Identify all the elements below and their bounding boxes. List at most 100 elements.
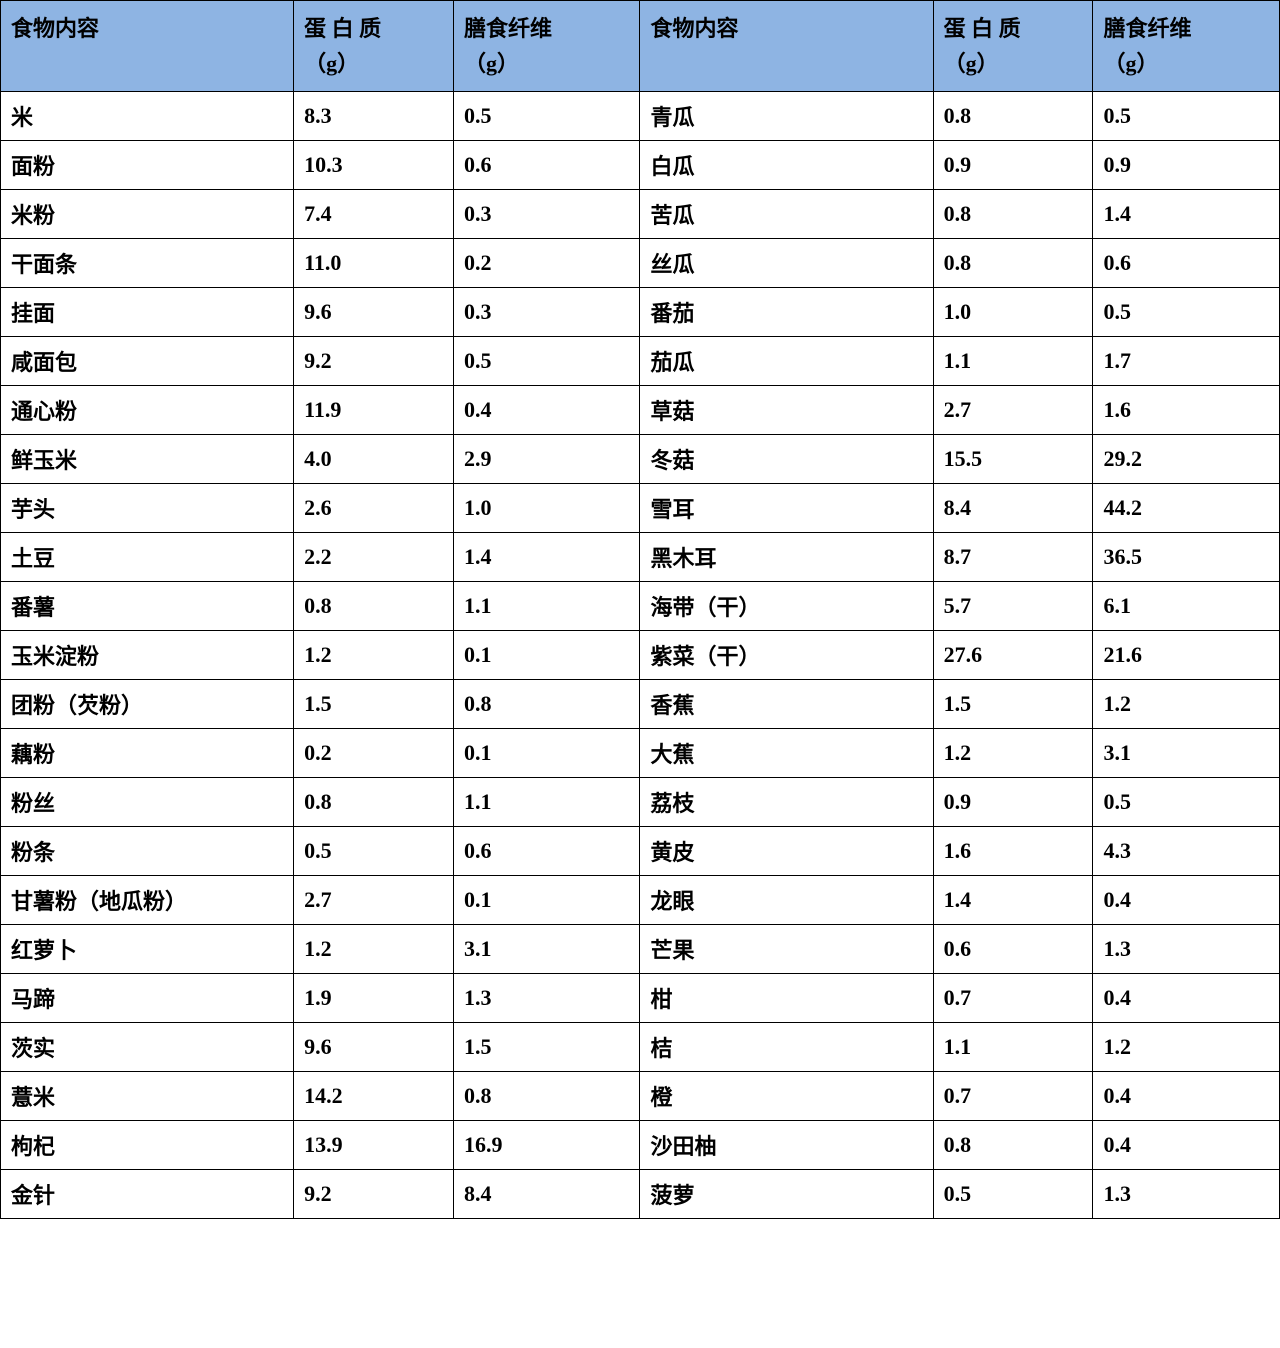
cell-food-left: 枸杞: [1, 1121, 294, 1170]
cell-protein-right: 0.8: [933, 190, 1093, 239]
table-row: 干面条11.00.2丝瓜0.80.6: [1, 239, 1280, 288]
cell-food-right: 草菇: [640, 386, 933, 435]
cell-food-left: 土豆: [1, 533, 294, 582]
cell-food-right: 芒果: [640, 925, 933, 974]
cell-food-left: 甘薯粉（地瓜粉）: [1, 876, 294, 925]
cell-food-left: 团粉（芡粉）: [1, 680, 294, 729]
cell-food-left: 粉丝: [1, 778, 294, 827]
cell-fiber-left: 0.1: [453, 876, 640, 925]
cell-fiber-left: 16.9: [453, 1121, 640, 1170]
table-row: 甘薯粉（地瓜粉）2.70.1龙眼1.40.4: [1, 876, 1280, 925]
cell-fiber-right: 44.2: [1093, 484, 1280, 533]
header-fiber-left: 膳食纤维 （g）: [453, 1, 640, 92]
cell-fiber-right: 1.3: [1093, 925, 1280, 974]
cell-fiber-left: 0.1: [453, 729, 640, 778]
cell-food-left: 番薯: [1, 582, 294, 631]
cell-fiber-right: 21.6: [1093, 631, 1280, 680]
cell-protein-right: 0.9: [933, 778, 1093, 827]
cell-protein-right: 27.6: [933, 631, 1093, 680]
cell-protein-right: 0.6: [933, 925, 1093, 974]
table-row: 薏米14.20.8橙0.70.4: [1, 1072, 1280, 1121]
cell-protein-right: 8.4: [933, 484, 1093, 533]
cell-fiber-right: 1.3: [1093, 1170, 1280, 1219]
cell-protein-right: 1.6: [933, 827, 1093, 876]
cell-food-left: 挂面: [1, 288, 294, 337]
cell-food-right: 黄皮: [640, 827, 933, 876]
cell-fiber-right: 0.4: [1093, 1121, 1280, 1170]
cell-fiber-right: 6.1: [1093, 582, 1280, 631]
cell-protein-left: 10.3: [294, 141, 454, 190]
cell-food-left: 薏米: [1, 1072, 294, 1121]
cell-food-right: 紫菜（干）: [640, 631, 933, 680]
cell-fiber-left: 3.1: [453, 925, 640, 974]
header-fiber-right: 膳食纤维 （g）: [1093, 1, 1280, 92]
header-row: 食物内容 蛋 白 质 （g） 膳食纤维 （g） 食物内容 蛋 白 质 （g） 膳…: [1, 1, 1280, 92]
cell-fiber-right: 1.6: [1093, 386, 1280, 435]
cell-protein-left: 11.0: [294, 239, 454, 288]
cell-food-right: 白瓜: [640, 141, 933, 190]
cell-protein-left: 0.8: [294, 778, 454, 827]
header-protein-right: 蛋 白 质 （g）: [933, 1, 1093, 92]
cell-fiber-left: 1.3: [453, 974, 640, 1023]
cell-fiber-right: 3.1: [1093, 729, 1280, 778]
cell-food-right: 桔: [640, 1023, 933, 1072]
cell-protein-left: 9.6: [294, 1023, 454, 1072]
cell-food-left: 米: [1, 92, 294, 141]
cell-fiber-left: 8.4: [453, 1170, 640, 1219]
cell-food-left: 米粉: [1, 190, 294, 239]
table-row: 茨实9.61.5桔1.11.2: [1, 1023, 1280, 1072]
table-row: 面粉10.30.6白瓜0.90.9: [1, 141, 1280, 190]
table-row: 土豆2.21.4黑木耳8.736.5: [1, 533, 1280, 582]
header-food-right: 食物内容: [640, 1, 933, 92]
cell-protein-right: 8.7: [933, 533, 1093, 582]
cell-protein-left: 0.2: [294, 729, 454, 778]
cell-fiber-left: 0.6: [453, 141, 640, 190]
cell-food-right: 大蕉: [640, 729, 933, 778]
cell-protein-right: 0.5: [933, 1170, 1093, 1219]
cell-fiber-right: 0.5: [1093, 92, 1280, 141]
cell-fiber-left: 0.5: [453, 337, 640, 386]
cell-protein-left: 4.0: [294, 435, 454, 484]
table-body: 米8.30.5青瓜0.80.5面粉10.30.6白瓜0.90.9米粉7.40.3…: [1, 92, 1280, 1219]
cell-food-right: 茄瓜: [640, 337, 933, 386]
table-row: 番薯0.81.1海带（干）5.76.1: [1, 582, 1280, 631]
cell-protein-left: 1.2: [294, 925, 454, 974]
cell-food-right: 荔枝: [640, 778, 933, 827]
cell-food-right: 菠萝: [640, 1170, 933, 1219]
cell-food-left: 咸面包: [1, 337, 294, 386]
table-row: 玉米淀粉1.20.1紫菜（干）27.621.6: [1, 631, 1280, 680]
cell-food-left: 粉条: [1, 827, 294, 876]
cell-food-left: 金针: [1, 1170, 294, 1219]
cell-protein-right: 0.7: [933, 1072, 1093, 1121]
cell-protein-left: 0.5: [294, 827, 454, 876]
cell-food-right: 雪耳: [640, 484, 933, 533]
table-row: 米8.30.5青瓜0.80.5: [1, 92, 1280, 141]
cell-fiber-left: 0.3: [453, 190, 640, 239]
cell-fiber-left: 1.1: [453, 778, 640, 827]
table-row: 米粉7.40.3苦瓜0.81.4: [1, 190, 1280, 239]
cell-fiber-right: 0.5: [1093, 288, 1280, 337]
cell-fiber-left: 0.8: [453, 680, 640, 729]
cell-protein-left: 8.3: [294, 92, 454, 141]
cell-protein-left: 2.6: [294, 484, 454, 533]
cell-protein-right: 1.1: [933, 337, 1093, 386]
cell-protein-left: 9.2: [294, 337, 454, 386]
table-row: 咸面包9.20.5茄瓜1.11.7: [1, 337, 1280, 386]
header-unit: （g）: [464, 51, 519, 76]
cell-protein-left: 2.2: [294, 533, 454, 582]
cell-fiber-right: 1.2: [1093, 1023, 1280, 1072]
cell-food-right: 冬菇: [640, 435, 933, 484]
cell-fiber-right: 1.4: [1093, 190, 1280, 239]
table-row: 粉条0.50.6黄皮1.64.3: [1, 827, 1280, 876]
cell-protein-left: 9.2: [294, 1170, 454, 1219]
cell-protein-left: 14.2: [294, 1072, 454, 1121]
cell-protein-right: 0.8: [933, 92, 1093, 141]
cell-protein-right: 1.4: [933, 876, 1093, 925]
cell-fiber-left: 0.1: [453, 631, 640, 680]
cell-protein-right: 15.5: [933, 435, 1093, 484]
cell-food-right: 橙: [640, 1072, 933, 1121]
cell-protein-right: 2.7: [933, 386, 1093, 435]
cell-protein-right: 0.8: [933, 1121, 1093, 1170]
table-row: 金针9.28.4菠萝0.51.3: [1, 1170, 1280, 1219]
header-label: 膳食纤维: [464, 16, 552, 41]
